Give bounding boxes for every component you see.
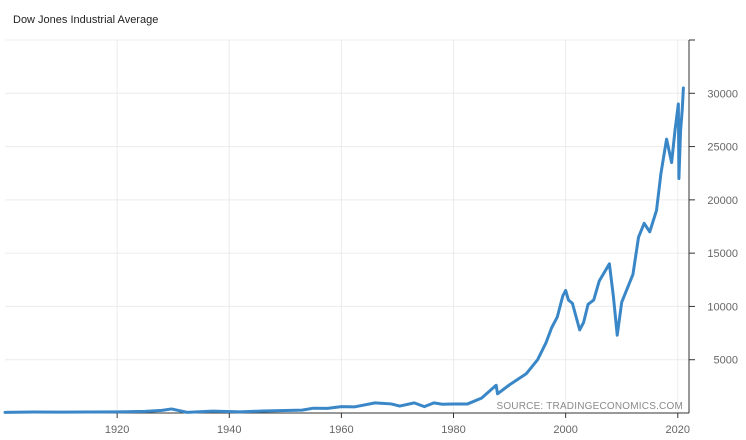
y-tick-label: 20000 (707, 195, 738, 207)
data-series (3, 86, 685, 414)
y-tick-label: 30000 (707, 88, 738, 100)
x-tick-label: 1920 (105, 424, 129, 436)
grid-lines (5, 39, 689, 413)
x-tick-label: 1960 (329, 424, 353, 436)
x-tick-label: 2020 (666, 424, 690, 436)
tick-labels: 5000 10000 15000 20000 25000 30000 1920 1940 196… (105, 88, 738, 436)
source-label: SOURCE: TRADINGECONOMICS.COM (496, 401, 683, 412)
y-tick-label: 10000 (707, 301, 738, 313)
y-tick-label: 25000 (707, 142, 738, 154)
axes (5, 39, 695, 418)
series-line-0 (3, 86, 685, 414)
x-tick-label: 1980 (441, 424, 465, 436)
y-tick-label: 15000 (707, 248, 738, 260)
x-tick-label: 2000 (553, 424, 577, 436)
x-tick-label: 1940 (217, 424, 241, 436)
y-tick-label: 5000 (714, 355, 738, 367)
chart-title: Dow Jones Industrial Average (13, 14, 159, 26)
